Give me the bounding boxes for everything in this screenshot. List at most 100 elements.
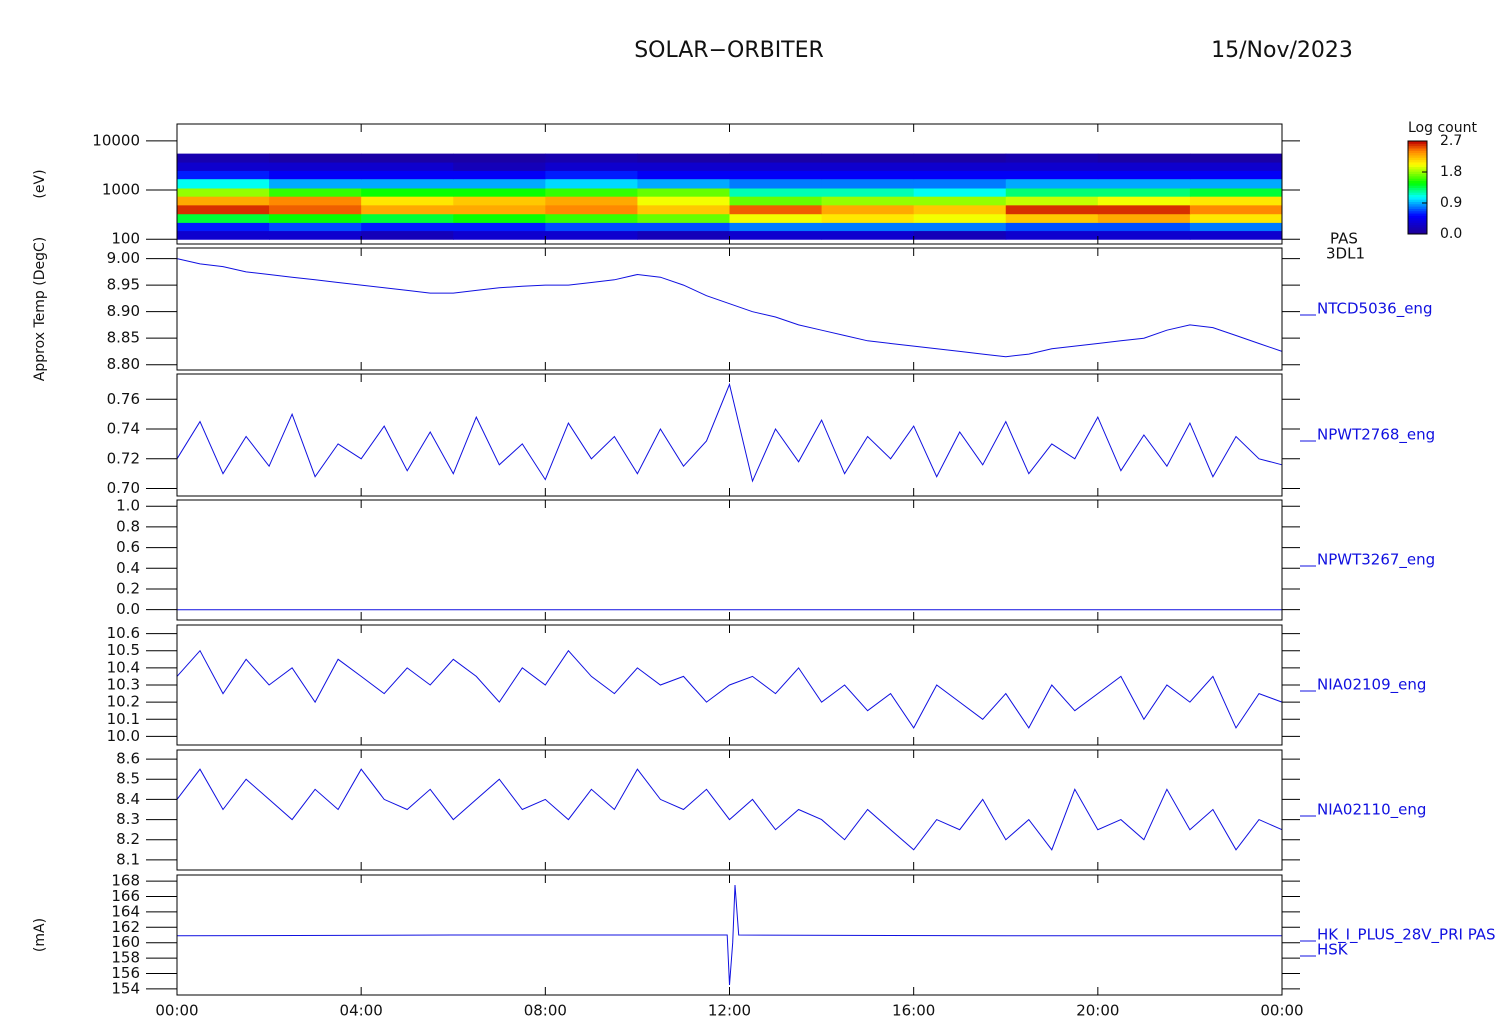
heatmap-cell bbox=[453, 213, 546, 223]
y-tick-label: 8.2 bbox=[116, 830, 140, 848]
colorbar-segment bbox=[1408, 150, 1427, 154]
heatmap-cell bbox=[1005, 230, 1099, 240]
heatmap-cell bbox=[821, 153, 915, 163]
y-tick-label: 0.6 bbox=[116, 538, 140, 556]
heatmap-cell bbox=[637, 153, 730, 163]
heatmap-cell bbox=[545, 170, 638, 180]
heatmap-cell bbox=[637, 178, 730, 189]
colorbar-segment bbox=[1408, 199, 1427, 202]
y-tick-label: 8.85 bbox=[107, 329, 140, 347]
heatmap-cell bbox=[1189, 188, 1283, 197]
heatmap-cell bbox=[1097, 170, 1191, 180]
panel-label: PAS bbox=[1330, 230, 1358, 248]
heatmap-cell bbox=[1189, 204, 1283, 215]
y-tick-label: 1000 bbox=[102, 181, 140, 199]
heatmap-cell bbox=[177, 162, 270, 171]
heatmap-cell bbox=[1189, 230, 1283, 240]
y-tick-label: 0.72 bbox=[107, 449, 140, 467]
data-line bbox=[176, 649, 1283, 729]
y-tick-label: 0.74 bbox=[107, 420, 140, 438]
heatmap-cell bbox=[729, 178, 823, 189]
panel-frame bbox=[176, 247, 1283, 371]
colorbar-segment bbox=[1408, 147, 1427, 151]
heatmap-cell bbox=[269, 196, 362, 206]
heatmap-cell bbox=[269, 213, 362, 223]
heatmap-cell bbox=[1189, 222, 1283, 232]
y-tick-label: 162 bbox=[111, 918, 140, 936]
heatmap-cell bbox=[913, 178, 1007, 189]
heatmap-cell bbox=[821, 162, 915, 171]
heatmap-cell bbox=[821, 204, 915, 215]
x-tick-label: 00:00 bbox=[155, 1002, 198, 1020]
colorbar-segment bbox=[1408, 159, 1427, 163]
heatmap-cell bbox=[913, 204, 1007, 215]
heatmap-cell bbox=[1005, 162, 1099, 171]
heatmap-cell bbox=[637, 196, 730, 206]
panel-label: HK_I_PLUS_28V_PRI PAS bbox=[1317, 926, 1496, 945]
heatmap-cell bbox=[177, 230, 270, 240]
y-tick-label: 10.2 bbox=[107, 693, 140, 711]
data-line bbox=[176, 884, 1282, 986]
colorbar-tick-label: 1.8 bbox=[1440, 164, 1462, 180]
y-tick-label: 1.0 bbox=[116, 497, 140, 515]
heatmap-cell bbox=[1097, 196, 1191, 206]
colorbar-segment bbox=[1408, 201, 1427, 205]
heatmap-cell bbox=[1189, 170, 1283, 180]
heatmap-cell bbox=[177, 178, 270, 189]
heatmap-cell bbox=[1005, 213, 1099, 223]
heatmap-cell bbox=[729, 153, 823, 163]
y-tick-label: 9.00 bbox=[107, 249, 140, 267]
x-tick-label: 16:00 bbox=[892, 1002, 935, 1020]
heatmap-cell bbox=[361, 204, 454, 215]
heatmap-cell bbox=[453, 170, 546, 180]
heatmap-cell bbox=[1189, 213, 1283, 223]
heatmap-cell bbox=[361, 230, 454, 240]
colorbar-segment bbox=[1408, 222, 1427, 226]
heatmap-cell bbox=[1189, 196, 1283, 206]
colorbar-segment bbox=[1408, 192, 1427, 195]
y-tick-label: 8.4 bbox=[116, 790, 140, 808]
heatmap-cell bbox=[177, 213, 270, 223]
heatmap-cell bbox=[177, 188, 270, 197]
colorbar-segment bbox=[1408, 196, 1427, 200]
y-tick-label: 8.5 bbox=[116, 770, 140, 788]
colorbar-segment bbox=[1408, 206, 1427, 209]
heatmap-cell bbox=[545, 178, 638, 189]
heatmap-cell bbox=[545, 153, 638, 163]
heatmap-cell bbox=[1005, 178, 1099, 189]
y-tick-label: 10.5 bbox=[107, 641, 140, 659]
y-tick-label: 8.80 bbox=[107, 355, 140, 373]
heatmap-cell bbox=[361, 153, 454, 163]
y-tick-label: 10.6 bbox=[107, 624, 140, 642]
colorbar-segment bbox=[1408, 187, 1427, 191]
heatmap-cell bbox=[545, 230, 638, 240]
heatmap-cell bbox=[545, 213, 638, 223]
colorbar-segment bbox=[1408, 224, 1427, 228]
heatmap-cell bbox=[177, 196, 270, 206]
y-tick-label: 10.3 bbox=[107, 676, 140, 694]
heatmap-cell bbox=[821, 213, 915, 223]
heatmap-cell bbox=[821, 222, 915, 232]
colorbar-segment bbox=[1408, 173, 1427, 177]
colorbar-segment bbox=[1408, 229, 1427, 233]
y-tick-label: 10.1 bbox=[107, 710, 140, 728]
heatmap-cell bbox=[729, 170, 823, 180]
y-tick-label: 8.6 bbox=[116, 750, 140, 768]
colorbar-segment bbox=[1408, 171, 1427, 175]
heatmap-cell bbox=[545, 196, 638, 206]
y-tick-label: 0.76 bbox=[107, 390, 140, 408]
colorbar-tick-label: 0.0 bbox=[1440, 226, 1462, 242]
heatmap-cell bbox=[637, 170, 730, 180]
heatmap-cell bbox=[269, 178, 362, 189]
panel-label: 3DL1 bbox=[1326, 245, 1365, 263]
heatmap-cell bbox=[637, 213, 730, 223]
heatmap-cell bbox=[453, 178, 546, 189]
colorbar-segment bbox=[1408, 164, 1427, 168]
heatmap-cell bbox=[361, 213, 454, 223]
heatmap-cell bbox=[269, 230, 362, 240]
y-tick-label: 154 bbox=[111, 979, 140, 997]
heatmap-cell bbox=[361, 188, 454, 197]
heatmap-cell bbox=[637, 230, 730, 240]
colorbar-segment bbox=[1408, 178, 1427, 182]
